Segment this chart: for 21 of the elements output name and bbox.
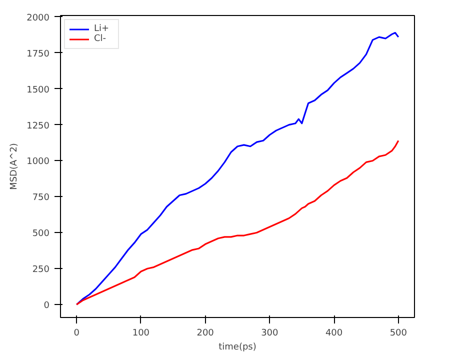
y-tick-label: 500 (32, 229, 50, 240)
y-tick-label: 750 (32, 193, 50, 204)
x-tick-label: 500 (390, 328, 408, 338)
x-tick-label: 100 (132, 328, 150, 338)
x-tick-label: 400 (325, 328, 343, 338)
y-tick-label: 1000 (26, 157, 50, 168)
x-tick-label: 200 (196, 328, 214, 338)
y-tick-label: 250 (32, 265, 50, 276)
y-tick-label: 0 (44, 301, 50, 312)
y-tick-label: 1750 (26, 49, 50, 60)
x-tick-label: 0 (74, 328, 80, 338)
x-axis-title: time(ps) (218, 342, 256, 352)
line-series (76, 32, 400, 306)
line-series (76, 140, 400, 306)
legend-label: Cl- (94, 34, 108, 44)
y-tick-label: 1250 (26, 121, 50, 132)
y-tick-label: 1500 (26, 85, 50, 96)
y-axis-title: MSD(A^2) (10, 143, 20, 190)
legend-label: Li+ (94, 24, 110, 34)
x-tick-label: 300 (261, 328, 279, 338)
y-tick-label: 2000 (26, 13, 50, 24)
